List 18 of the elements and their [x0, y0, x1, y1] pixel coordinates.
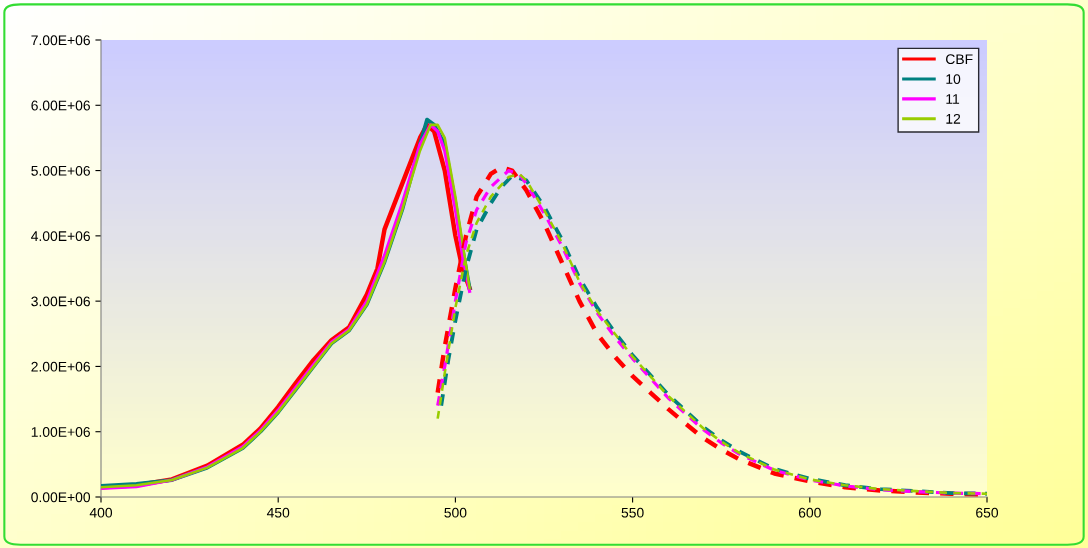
x-tick-label: 600 [798, 507, 821, 518]
y-tick-label: 1.00E+06 [31, 427, 90, 437]
x-tick-label: 650 [976, 507, 999, 518]
legend-label: CBF [946, 54, 973, 65]
y-tick-label: 0.00E+00 [31, 492, 91, 503]
x-tick-label: 500 [444, 507, 467, 518]
legend-label: 12 [946, 113, 961, 124]
y-tick-label: 6.00E+06 [31, 100, 90, 111]
x-tick-label: 450 [266, 507, 290, 518]
legend-label: 10 [946, 74, 961, 84]
x-tick-label: 550 [621, 507, 644, 518]
y-tick-label: 4.00E+06 [31, 231, 90, 242]
y-tick-label: 5.00E+06 [31, 165, 90, 176]
y-tick-label: 2.00E+06 [31, 361, 90, 372]
x-tick-label: 400 [89, 507, 113, 518]
y-tick-label: 7.00E+06 [31, 35, 90, 46]
legend-label: 11 [946, 94, 960, 104]
y-tick-label: 3.00E+06 [31, 296, 90, 307]
